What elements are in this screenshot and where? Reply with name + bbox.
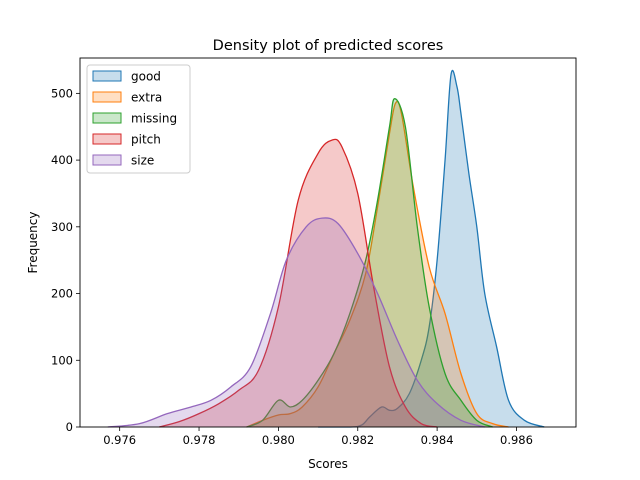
x-axis-label: Scores	[308, 457, 348, 471]
legend-label-extra: extra	[131, 91, 162, 105]
x-tick-label: 0.982	[341, 433, 374, 447]
legend-label-pitch: pitch	[131, 133, 161, 147]
density-line-extra	[246, 100, 509, 428]
legend-swatch-extra	[92, 91, 122, 103]
legend-swatch-good	[92, 70, 122, 82]
density-areas	[107, 69, 545, 428]
legend: good extra missing pitch size	[86, 64, 191, 174]
x-tick-label: 0.978	[183, 433, 216, 447]
y-tick-label: 200	[51, 287, 73, 301]
y-tick-label: 100	[51, 353, 73, 367]
x-tick-label: 0.984	[421, 433, 454, 447]
density-line-good	[318, 69, 545, 428]
legend-label-size: size	[131, 154, 154, 168]
x-tick-label: 0.986	[500, 433, 533, 447]
y-tick-label: 300	[51, 220, 73, 234]
density-fill-pitch	[159, 139, 438, 427]
y-axis: 0 100 200 300 400 500	[51, 86, 80, 434]
legend-swatch-pitch	[92, 133, 122, 145]
y-tick-label: 500	[51, 86, 73, 100]
x-tick-label: 0.980	[262, 433, 295, 447]
chart-title: Density plot of predicted scores	[213, 38, 444, 54]
density-line-size	[107, 217, 485, 428]
legend-label-missing: missing	[131, 112, 177, 126]
y-tick-label: 0	[66, 420, 73, 434]
legend-label-good: good	[131, 70, 161, 84]
legend-swatch-missing	[92, 112, 122, 124]
density-line-pitch	[159, 138, 438, 428]
density-fill-good	[318, 70, 545, 427]
density-fill-extra	[246, 101, 509, 427]
plot-frame	[79, 57, 577, 428]
density-line-missing	[246, 98, 493, 428]
y-tick-label: 400	[51, 153, 73, 167]
legend-swatch-size	[92, 154, 122, 166]
density-fill-size	[107, 217, 485, 427]
x-tick-label: 0.976	[103, 433, 136, 447]
y-axis-label: Frequency	[26, 212, 40, 274]
x-axis: 0.976 0.978 0.980 0.982 0.984 0.986	[103, 427, 533, 447]
